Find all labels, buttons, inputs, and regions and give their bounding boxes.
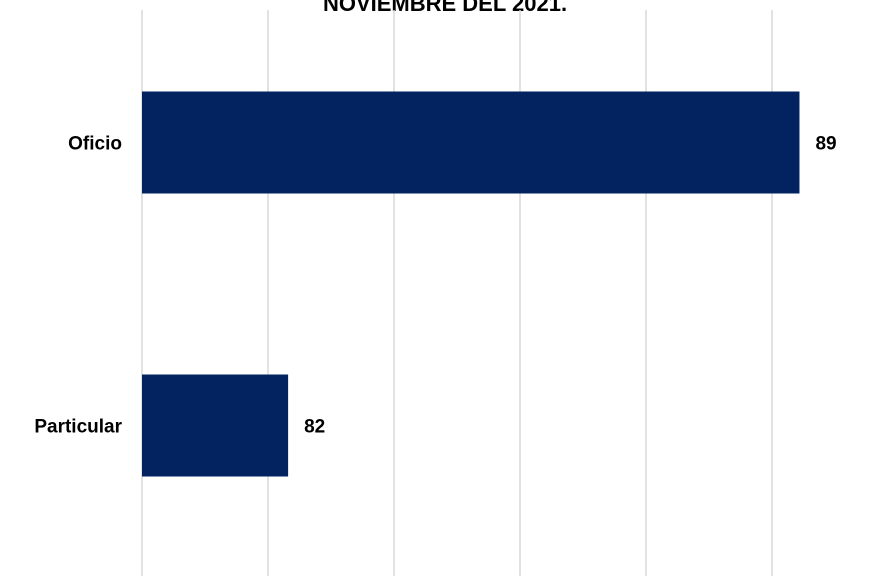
category-labels: Oficio Particular [34,134,122,438]
data-labels: 89 82 [304,134,837,438]
data-label: 82 [304,417,325,438]
bars [142,91,800,477]
category-label: Particular [34,417,122,438]
chart-title: NOVIEMBRE DEL 2021. [323,0,567,16]
bar-oficio [142,91,800,194]
bar-particular [142,374,289,477]
category-label: Oficio [68,134,122,155]
data-label: 89 [815,134,836,155]
